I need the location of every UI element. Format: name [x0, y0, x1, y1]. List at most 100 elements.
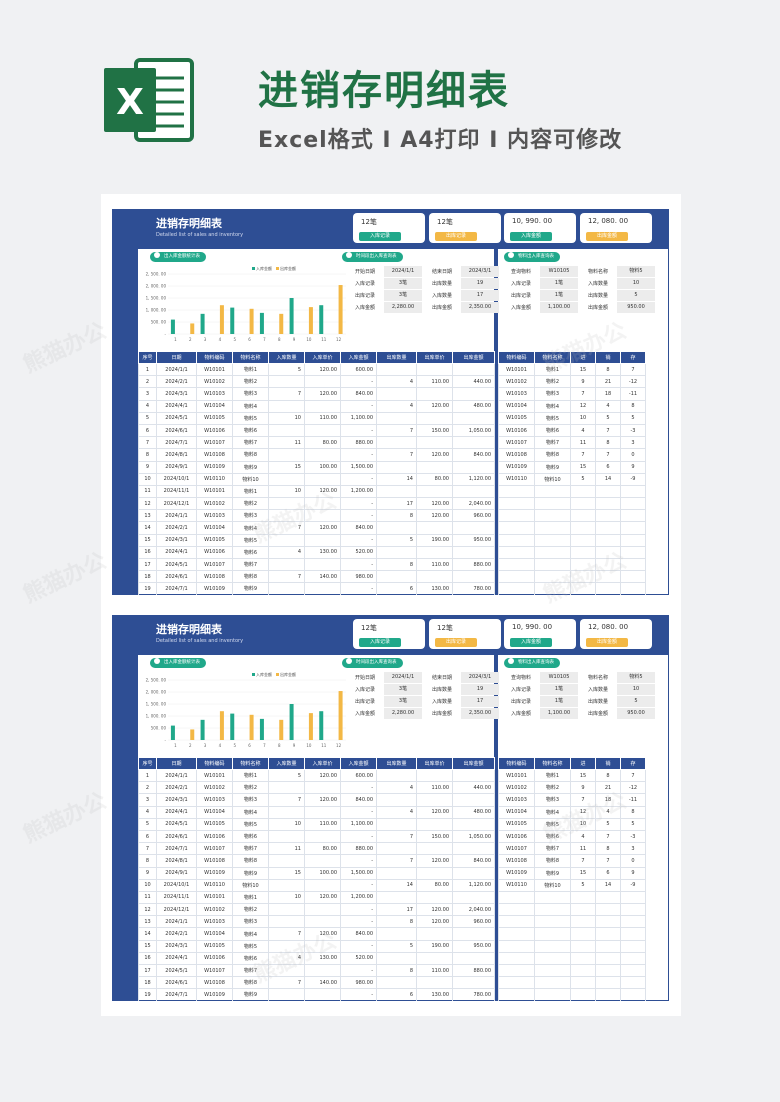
- table-cell[interactable]: 14: [376, 878, 417, 892]
- table-cell[interactable]: 14: [595, 878, 621, 892]
- table-cell[interactable]: W10105: [196, 411, 233, 425]
- table-cell[interactable]: [376, 460, 417, 474]
- table-cell[interactable]: 13: [138, 915, 157, 929]
- table-cell[interactable]: [376, 484, 417, 499]
- table-cell[interactable]: 2024/9/1: [156, 866, 197, 880]
- table-cell[interactable]: 8: [138, 448, 157, 462]
- table-cell[interactable]: 7: [595, 829, 621, 844]
- table-cell[interactable]: W10110: [196, 472, 233, 486]
- table-cell[interactable]: [452, 570, 495, 584]
- table-cell[interactable]: 80.00: [416, 878, 453, 892]
- table-cell[interactable]: 物料6: [232, 951, 269, 966]
- table-cell[interactable]: -: [340, 497, 377, 511]
- table-cell[interactable]: 18: [138, 976, 157, 990]
- table-cell[interactable]: [595, 927, 621, 941]
- table-cell[interactable]: 7: [268, 570, 305, 584]
- table-cell[interactable]: 7: [376, 448, 417, 462]
- table-cell[interactable]: 7: [268, 976, 305, 990]
- table-cell[interactable]: -: [340, 878, 377, 892]
- table-cell[interactable]: 130.00: [304, 951, 341, 966]
- table-cell[interactable]: [620, 509, 646, 523]
- table-cell[interactable]: 8: [595, 768, 621, 783]
- table-cell[interactable]: [268, 805, 305, 819]
- table-cell[interactable]: 120.00: [416, 497, 453, 511]
- table-cell[interactable]: 6: [138, 423, 157, 438]
- table-cell[interactable]: 2024/11/1: [156, 484, 197, 499]
- table-cell[interactable]: 2024/5/1: [156, 411, 197, 425]
- table-cell[interactable]: [416, 842, 453, 856]
- table-cell[interactable]: [416, 387, 453, 401]
- table-cell[interactable]: 19: [138, 582, 157, 595]
- table-cell[interactable]: 10: [138, 878, 157, 892]
- table-cell[interactable]: -: [340, 472, 377, 486]
- query-value[interactable]: 950.00: [617, 707, 655, 719]
- table-cell[interactable]: [570, 988, 596, 1001]
- table-cell[interactable]: -12: [620, 375, 646, 389]
- table-cell[interactable]: 10: [268, 890, 305, 905]
- query-value[interactable]: 10: [617, 683, 655, 695]
- table-cell[interactable]: 120.00: [304, 484, 341, 499]
- table-cell[interactable]: 120.00: [304, 768, 341, 783]
- table-cell[interactable]: 6: [376, 988, 417, 1001]
- table-cell[interactable]: 480.00: [452, 399, 495, 413]
- table-cell[interactable]: 7: [570, 854, 596, 868]
- table-cell[interactable]: [534, 533, 571, 547]
- table-cell[interactable]: 21: [595, 375, 621, 389]
- table-cell[interactable]: 120.00: [416, 915, 453, 929]
- table-cell[interactable]: 7: [595, 448, 621, 462]
- table-cell[interactable]: 物料3: [534, 793, 571, 807]
- table-cell[interactable]: [620, 545, 646, 560]
- table-cell[interactable]: 2024/2/1: [156, 927, 197, 941]
- table-cell[interactable]: 物料3: [232, 915, 269, 929]
- table-cell[interactable]: [304, 915, 341, 929]
- table-cell[interactable]: [534, 484, 571, 499]
- table-cell[interactable]: [620, 570, 646, 584]
- table-cell[interactable]: [452, 768, 495, 783]
- table-cell[interactable]: 16: [138, 951, 157, 966]
- table-cell[interactable]: 2024/4/1: [156, 951, 197, 966]
- table-cell[interactable]: 840.00: [340, 793, 377, 807]
- table-cell[interactable]: W10101: [498, 362, 535, 377]
- table-cell[interactable]: 物料1: [232, 362, 269, 377]
- table-cell[interactable]: -: [340, 805, 377, 819]
- table-cell[interactable]: 5: [570, 472, 596, 486]
- table-cell[interactable]: [376, 817, 417, 831]
- query-value[interactable]: 17: [461, 695, 499, 707]
- table-cell[interactable]: 物料8: [534, 854, 571, 868]
- table-cell[interactable]: [268, 988, 305, 1001]
- table-cell[interactable]: [416, 460, 453, 474]
- table-cell[interactable]: 5: [620, 411, 646, 425]
- table-cell[interactable]: [268, 963, 305, 978]
- table-cell[interactable]: [452, 362, 495, 377]
- query-value[interactable]: 5: [617, 695, 655, 707]
- table-cell[interactable]: 物料1: [232, 768, 269, 783]
- table-cell[interactable]: 14: [376, 472, 417, 486]
- table-cell[interactable]: W10110: [498, 878, 535, 892]
- table-cell[interactable]: 880.00: [340, 436, 377, 450]
- table-cell[interactable]: 120.00: [304, 362, 341, 377]
- table-cell[interactable]: 6: [376, 582, 417, 595]
- table-cell[interactable]: W10105: [498, 411, 535, 425]
- table-cell[interactable]: 5: [268, 362, 305, 377]
- table-cell[interactable]: 物料1: [534, 768, 571, 783]
- table-cell[interactable]: 10: [138, 472, 157, 486]
- table-cell[interactable]: 950.00: [452, 533, 495, 547]
- table-cell[interactable]: 2024/12/1: [156, 903, 197, 917]
- table-cell[interactable]: 17: [376, 903, 417, 917]
- table-cell[interactable]: [595, 976, 621, 990]
- table-cell[interactable]: [376, 842, 417, 856]
- table-cell[interactable]: 2024/9/1: [156, 460, 197, 474]
- table-cell[interactable]: [304, 988, 341, 1001]
- table-cell[interactable]: 6: [595, 460, 621, 474]
- table-cell[interactable]: 15: [570, 362, 596, 377]
- table-cell[interactable]: [498, 509, 535, 523]
- table-cell[interactable]: 880.00: [452, 557, 495, 572]
- query-value[interactable]: 2,280.00: [384, 707, 422, 719]
- table-cell[interactable]: 1: [138, 362, 157, 377]
- table-cell[interactable]: [452, 411, 495, 425]
- table-cell[interactable]: -: [340, 903, 377, 917]
- table-cell[interactable]: [534, 890, 571, 905]
- table-cell[interactable]: [595, 484, 621, 499]
- table-cell[interactable]: W10103: [196, 915, 233, 929]
- table-cell[interactable]: [498, 497, 535, 511]
